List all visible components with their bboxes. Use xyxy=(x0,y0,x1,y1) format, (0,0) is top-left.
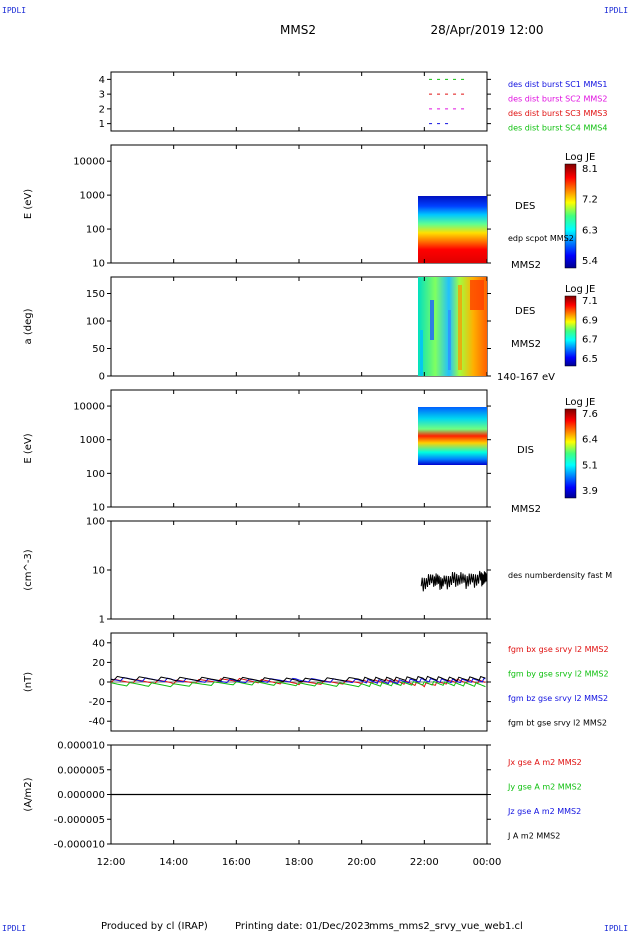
y-tick-label: 4 xyxy=(99,75,105,86)
legend-entry: J A m2 MMS2 xyxy=(507,832,560,841)
y-tick-label: 100 xyxy=(86,517,105,528)
y-tick-label: 3 xyxy=(99,90,105,101)
legend-entry: Jz gse A m2 MMS2 xyxy=(507,807,581,816)
corner-label-top-right: IPDLI xyxy=(604,6,629,15)
colorbar-tick-label: 6.4 xyxy=(582,435,598,446)
y-axis-label: E (eV) xyxy=(23,189,34,219)
colorbar-title: Log JE xyxy=(565,397,595,408)
y-tick-label: 10000 xyxy=(73,157,105,168)
colorbar-tick-label: 6.9 xyxy=(582,315,598,326)
datetime-title: 28/Apr/2019 12:00 xyxy=(430,23,543,37)
colorbar-tick-label: 5.1 xyxy=(582,460,598,471)
colorbar-tick-label: 3.9 xyxy=(582,486,598,497)
side-label: edp scpot MMS2 xyxy=(508,234,574,243)
y-tick-label: 50 xyxy=(92,344,105,355)
legend-entry: fgm by gse srvy l2 MMS2 xyxy=(508,670,609,679)
colorbar-tick-label: 6.7 xyxy=(582,335,598,346)
x-tick-label: 14:00 xyxy=(159,857,188,868)
y-tick-label: 0.000000 xyxy=(57,790,105,801)
y-tick-label: -40 xyxy=(89,717,105,728)
colorbar-tick-label: 5.4 xyxy=(582,256,598,267)
y-tick-label: 10000 xyxy=(73,402,105,413)
spacecraft-title: MMS2 xyxy=(280,23,316,37)
y-axis-label: E (eV) xyxy=(23,433,34,463)
corner-label-bottom-right: IPDLI xyxy=(604,924,629,933)
y-axis-label: (cm^-3) xyxy=(23,549,34,590)
y-tick-label: 2 xyxy=(99,104,105,115)
colorbar-title: Log JE xyxy=(565,152,595,163)
y-tick-label: -0.000005 xyxy=(54,815,105,826)
y-axis-label: (nT) xyxy=(23,672,34,692)
y-tick-label: -20 xyxy=(89,697,105,708)
y-tick-label: 40 xyxy=(92,638,105,649)
colorbar-tick-label: 8.1 xyxy=(582,164,598,175)
y-tick-label: 1 xyxy=(99,119,105,130)
x-tick-label: 20:00 xyxy=(347,857,376,868)
side-label: des numberdensity fast M xyxy=(508,571,612,580)
density-series-line xyxy=(420,570,487,592)
colorbar-tick-label: 7.6 xyxy=(582,409,598,420)
side-label: MMS2 xyxy=(511,504,541,515)
heatmap-dis-energy xyxy=(418,407,487,465)
legend-entry: des dist burst SC1 MMS1 xyxy=(508,80,607,89)
footer-printing-date: Printing date: 01/Dec/2023 xyxy=(235,921,370,932)
y-axis-label: a (deg) xyxy=(23,308,34,344)
field-series-line xyxy=(110,680,486,688)
legend-entry: fgm bx gse srvy l2 MMS2 xyxy=(508,645,609,654)
y-tick-label: 20 xyxy=(92,658,105,669)
colorbar-tick-label: 6.3 xyxy=(582,225,598,236)
colorbar-dis-energy xyxy=(564,408,577,499)
side-label: 140-167 eV xyxy=(497,372,555,383)
side-label: MMS2 xyxy=(511,260,541,271)
colorbar-tick-label: 6.5 xyxy=(582,354,598,365)
panel-frame-density xyxy=(110,520,488,620)
side-label: DES xyxy=(515,306,535,317)
y-tick-label: 0 xyxy=(99,678,105,689)
field-series-line xyxy=(110,675,486,683)
side-label: DIS xyxy=(517,445,534,456)
colorbar-title: Log JE xyxy=(565,284,595,295)
y-tick-label: 0.000010 xyxy=(57,741,105,752)
legend-entry: des dist burst SC2 MMS2 xyxy=(508,95,607,104)
y-tick-label: 100 xyxy=(86,225,105,236)
legend-entry: Jy gse A m2 MMS2 xyxy=(507,783,582,792)
legend-entry: fgm bz gse srvy l2 MMS2 xyxy=(508,694,608,703)
footer-produced-by: Produced by cl (IRAP) xyxy=(101,921,208,932)
legend-entry: fgm bt gse srvy l2 MMS2 xyxy=(508,719,607,728)
y-tick-label: 150 xyxy=(86,289,105,300)
y-tick-label: 10 xyxy=(92,259,105,270)
y-axis-label: (A/m2) xyxy=(23,777,34,811)
y-tick-label: 1000 xyxy=(80,435,105,446)
x-tick-label: 00:00 xyxy=(473,857,502,868)
y-tick-label: 1 xyxy=(99,615,105,626)
colorbar-des-energy xyxy=(564,163,577,269)
legend-entry: Jx gse A m2 MMS2 xyxy=(507,758,582,767)
x-tick-label: 16:00 xyxy=(222,857,251,868)
x-tick-label: 12:00 xyxy=(97,857,126,868)
colorbar-tick-label: 7.2 xyxy=(582,195,598,206)
heatmap-des-energy xyxy=(418,196,487,263)
colorbar-tick-label: 7.1 xyxy=(582,296,598,307)
corner-label-top-left: IPDLI xyxy=(2,6,27,15)
legend-entry: des dist burst SC4 MMS4 xyxy=(508,124,607,133)
x-tick-label: 22:00 xyxy=(410,857,439,868)
colorbar-des-pitch xyxy=(564,295,577,367)
footer-filename: mms_mms2_srvy_vue_web1.cl xyxy=(369,921,523,932)
y-tick-label: 10 xyxy=(92,503,105,514)
legend-entry: des dist burst SC3 MMS3 xyxy=(508,109,607,118)
y-tick-label: 100 xyxy=(86,469,105,480)
y-tick-label: 0.000005 xyxy=(57,765,105,776)
side-label: DES xyxy=(515,201,535,212)
y-tick-label: 10 xyxy=(92,566,105,577)
y-tick-label: 0 xyxy=(99,372,105,383)
y-tick-label: 1000 xyxy=(80,191,105,202)
side-label: MMS2 xyxy=(511,339,541,350)
y-tick-label: -0.000010 xyxy=(54,840,105,851)
x-tick-label: 18:00 xyxy=(285,857,314,868)
heatmap-des-pitch-streaks xyxy=(420,280,484,376)
panel-frame-availability xyxy=(110,71,488,132)
y-tick-label: 100 xyxy=(86,317,105,328)
corner-label-bottom-left: IPDLI xyxy=(2,924,27,933)
